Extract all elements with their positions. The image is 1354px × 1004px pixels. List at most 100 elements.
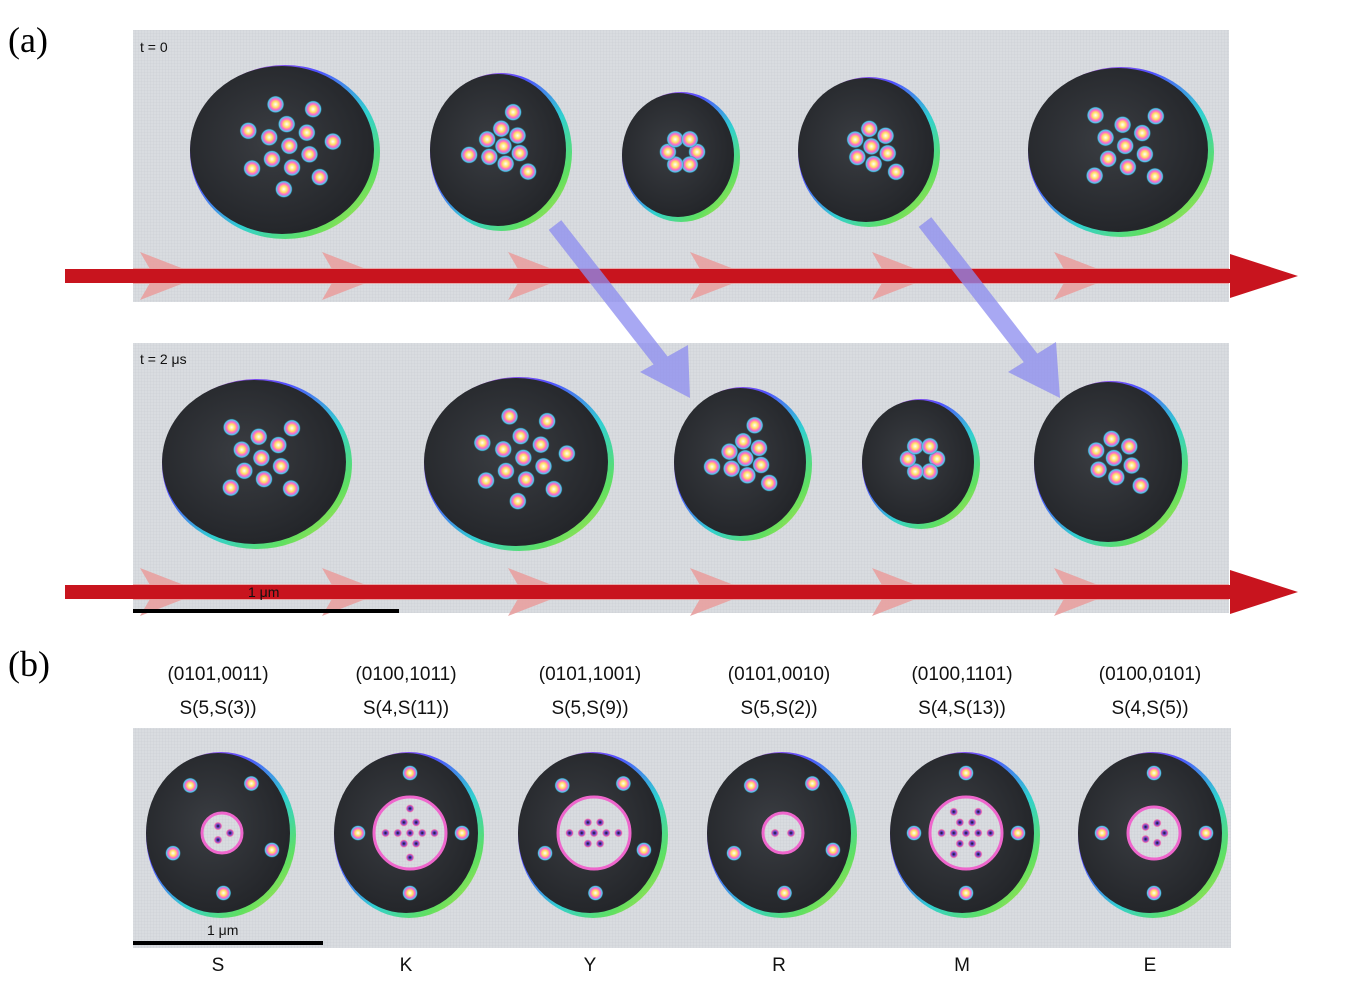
current-arrow-row2 [65, 570, 1298, 614]
row1-skyrmion [310, 168, 329, 187]
outer [1010, 825, 1026, 841]
shift-arrow-2 [918, 217, 1060, 398]
row2-skyrmion [1120, 437, 1139, 456]
row1-skyrmion [274, 180, 293, 199]
inner-hole [200, 811, 244, 855]
row1-skyrmion-bags [190, 65, 1214, 239]
row1-skyrmion [519, 162, 538, 181]
panel-b-code-labels: (0101,0011) S(5,S(3)) (0100,1011) S(4,S(11)… [167, 664, 1201, 719]
skyrmion-bag-row2 [1034, 381, 1188, 547]
current-arrow-row1 [65, 254, 1298, 298]
row2-skyrmion [544, 480, 563, 499]
scale-bar-a-label: 1 μm [248, 584, 279, 600]
inner-skyrmion [405, 804, 415, 814]
row1-skyrmion [862, 137, 881, 156]
row1-skyrmion [266, 95, 285, 114]
inner-skyrmion [967, 839, 977, 849]
inner-skyrmion [411, 839, 421, 849]
row2-skyrmion [760, 473, 779, 492]
inner-skyrmion [1152, 818, 1162, 828]
row2-skyrmion [269, 436, 288, 455]
formula-label: S(4,S(11)) [363, 698, 449, 719]
row2-skyrmion [494, 440, 513, 459]
row1-skyrmion [508, 126, 527, 145]
row1-skyrmion [504, 103, 523, 122]
track-panel-b [133, 728, 1231, 948]
letter-label: K [400, 955, 413, 976]
row1-skyrmion [478, 130, 497, 149]
formula-label: S(4,S(13)) [918, 698, 1006, 719]
outer [537, 845, 554, 862]
row1-skyrmion [876, 126, 895, 145]
inner-skyrmion [429, 828, 439, 838]
row2-skyrmion [517, 470, 536, 489]
row2-skyrmion [736, 449, 755, 468]
outer [350, 825, 366, 841]
outer [263, 841, 280, 858]
inner-skyrmion [961, 828, 971, 838]
outer [743, 777, 760, 794]
row1-skyrmion [846, 130, 865, 149]
row2-skyrmion [221, 478, 240, 497]
row2-skyrmion [473, 433, 492, 452]
row1-skyrmion [496, 154, 515, 173]
outer [824, 841, 841, 858]
row1-skyrmion [1135, 145, 1154, 164]
skyrmion-bag-b [890, 752, 1040, 918]
outer [1146, 885, 1162, 901]
outer [1094, 825, 1110, 841]
row2-skyrmion [282, 419, 301, 438]
row2-skyrmion [720, 442, 739, 461]
outer [776, 884, 793, 901]
formula-label: S(5,S(2)) [740, 698, 817, 719]
row2-skyrmion [1102, 429, 1121, 448]
code-label: (0100,0101) [1099, 664, 1201, 685]
skyrmion-bag-row1 [190, 65, 380, 239]
inner-skyrmion [973, 828, 983, 838]
skyrmion-bag-row2 [674, 387, 812, 541]
formula-label: S(4,S(5)) [1111, 698, 1188, 719]
outer [243, 775, 260, 792]
inner-skyrmion [583, 817, 593, 827]
inner-skyrmion [601, 828, 611, 838]
row1-skyrmion [277, 115, 296, 134]
formula-label: S(5,S(3)) [179, 698, 256, 719]
row2-skyrmion [271, 457, 290, 476]
skyrmion-bag-b [146, 752, 296, 918]
inner-skyrmion [595, 817, 605, 827]
row2-skyrmion [249, 427, 268, 446]
row1-skyrmion [1133, 124, 1152, 143]
skyrmion-bag-row1 [622, 92, 740, 222]
skyrmion-bag-b [518, 752, 668, 918]
row2-skyrmion [508, 492, 527, 511]
row1-skyrmion [480, 147, 499, 166]
inner-skyrmion [949, 849, 959, 859]
formula-label: S(5,S(9)) [551, 698, 628, 719]
row1-skyrmion [460, 145, 479, 164]
inner-skyrmion [973, 807, 983, 817]
outer [587, 884, 604, 901]
row2-skyrmion [1087, 441, 1106, 460]
row1-skyrmion [1099, 149, 1118, 168]
outer [906, 825, 922, 841]
row1-skyrmion [300, 145, 319, 164]
outer [958, 765, 974, 781]
row2-skyrmion [534, 457, 553, 476]
outer [182, 777, 199, 794]
row1-skyrmion [1113, 115, 1132, 134]
skyrmion-bag-b [334, 752, 484, 918]
row1-skyrmion [1096, 128, 1115, 147]
row1-skyrmion [297, 123, 316, 142]
skyrmion-bag-row2 [162, 379, 352, 549]
skyrmion-bag-row2 [424, 377, 614, 551]
code-label: (0100,1101) [911, 664, 1012, 685]
inner-skyrmion [393, 828, 403, 838]
row1-skyrmion [243, 159, 262, 178]
panel-b-label: (b) [8, 644, 50, 684]
inner-skyrmion [955, 839, 965, 849]
outer [402, 765, 418, 781]
row1-skyrmion [510, 144, 529, 163]
row2-skyrmion [920, 437, 939, 456]
row1-skyrmion [1146, 107, 1165, 126]
